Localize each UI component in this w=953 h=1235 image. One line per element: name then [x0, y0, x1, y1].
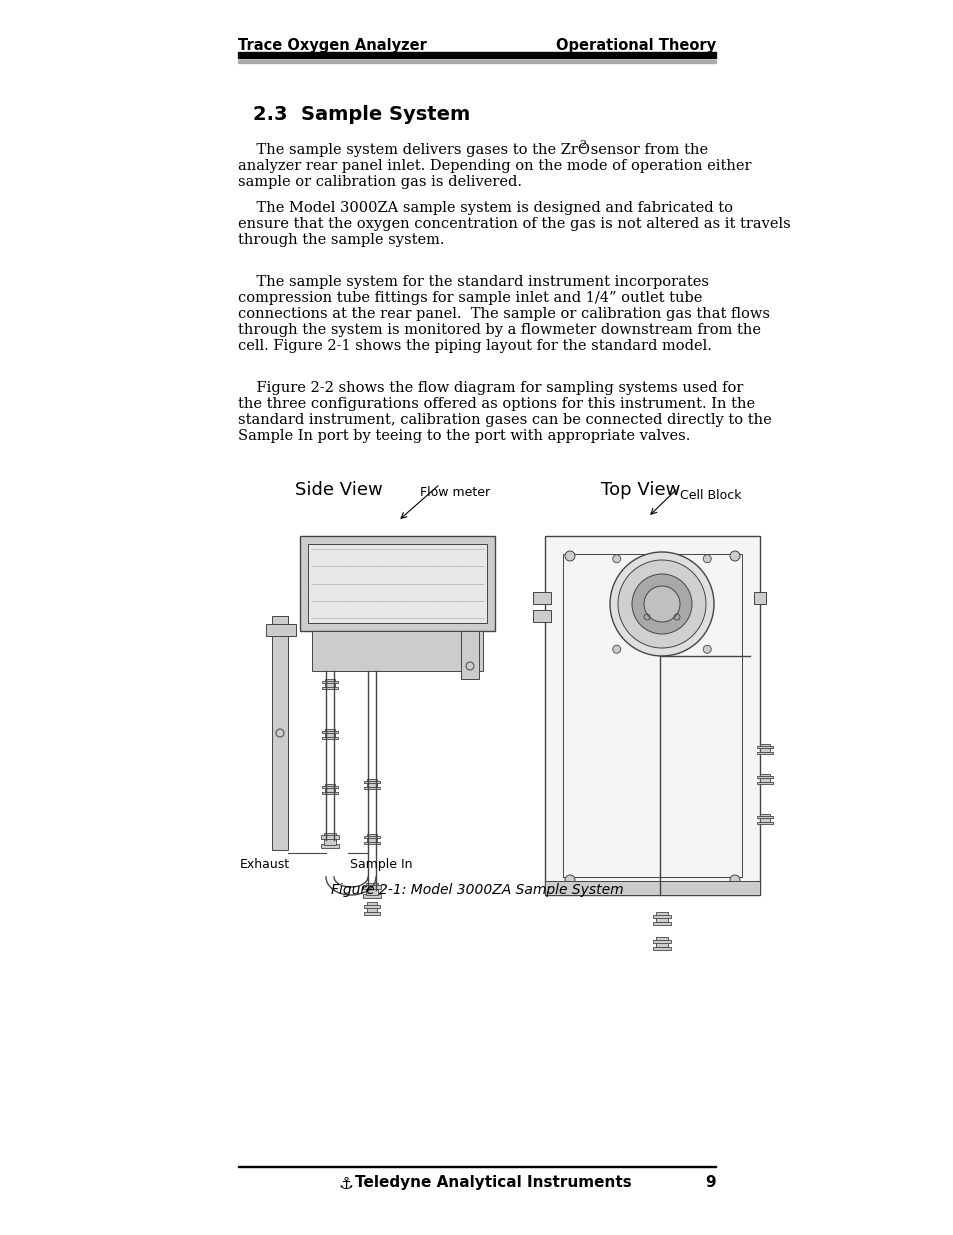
Bar: [237, 61, 716, 63]
Bar: [364, 905, 379, 908]
Text: 2: 2: [578, 140, 585, 149]
Bar: [366, 883, 377, 895]
Bar: [312, 631, 482, 671]
Bar: [757, 752, 772, 755]
Bar: [544, 881, 760, 895]
Circle shape: [729, 551, 740, 561]
Bar: [533, 592, 551, 604]
Bar: [757, 776, 772, 778]
Bar: [544, 536, 760, 895]
Text: Sample In port by teeing to the port with appropriate valves.: Sample In port by teeing to the port wit…: [237, 429, 690, 443]
Text: connections at the rear panel.  The sample or calibration gas that flows: connections at the rear panel. The sampl…: [237, 308, 769, 321]
Text: Exhaust: Exhaust: [240, 858, 290, 871]
Bar: [324, 832, 335, 845]
Bar: [760, 743, 769, 752]
Bar: [272, 616, 288, 850]
Bar: [308, 543, 486, 622]
Text: Figure 2-1: Model 3000ZA Sample System: Figure 2-1: Model 3000ZA Sample System: [331, 883, 622, 897]
Bar: [367, 779, 376, 787]
Bar: [656, 937, 667, 947]
Bar: [364, 781, 379, 783]
Circle shape: [564, 551, 575, 561]
Circle shape: [729, 876, 740, 885]
Bar: [652, 947, 670, 950]
Text: through the system is monitored by a flowmeter downstream from the: through the system is monitored by a flo…: [237, 324, 760, 337]
Circle shape: [702, 555, 711, 563]
Bar: [325, 784, 335, 792]
Bar: [363, 894, 380, 898]
Text: Sample In: Sample In: [350, 858, 412, 871]
Bar: [237, 52, 716, 58]
Circle shape: [631, 574, 691, 634]
Bar: [266, 624, 295, 636]
Text: Cell Block: Cell Block: [679, 489, 740, 501]
Bar: [656, 911, 667, 923]
Text: The sample system delivers gases to the ZrO: The sample system delivers gases to the …: [237, 143, 589, 157]
Bar: [364, 842, 379, 844]
Text: 2.3  Sample System: 2.3 Sample System: [253, 105, 470, 124]
Text: Teledyne Analytical Instruments: Teledyne Analytical Instruments: [355, 1174, 631, 1191]
Bar: [757, 746, 772, 748]
Bar: [320, 844, 338, 848]
Bar: [322, 687, 337, 689]
Text: 9: 9: [704, 1174, 716, 1191]
Circle shape: [564, 876, 575, 885]
Bar: [322, 731, 337, 734]
Bar: [320, 835, 338, 839]
Bar: [757, 816, 772, 818]
Bar: [299, 536, 495, 631]
Bar: [237, 1166, 716, 1167]
Circle shape: [612, 555, 620, 563]
Bar: [322, 785, 337, 788]
Text: cell. Figure 2-1 shows the piping layout for the standard model.: cell. Figure 2-1 shows the piping layout…: [237, 338, 711, 353]
Text: Figure 2-2 shows the flow diagram for sampling systems used for: Figure 2-2 shows the flow diagram for sa…: [237, 382, 742, 395]
Bar: [652, 940, 670, 944]
Bar: [364, 911, 379, 915]
Bar: [322, 680, 337, 683]
Circle shape: [612, 645, 620, 653]
Text: Top View: Top View: [600, 480, 679, 499]
Circle shape: [618, 559, 705, 648]
Text: sample or calibration gas is delivered.: sample or calibration gas is delivered.: [237, 175, 521, 189]
Text: Trace Oxygen Analyzer: Trace Oxygen Analyzer: [237, 38, 426, 53]
Text: ⚓: ⚓: [337, 1174, 353, 1193]
Circle shape: [609, 552, 713, 656]
Text: the three configurations offered as options for this instrument. In the: the three configurations offered as opti…: [237, 396, 755, 411]
Bar: [652, 915, 670, 918]
Text: standard instrument, calibration gases can be connected directly to the: standard instrument, calibration gases c…: [237, 412, 771, 427]
Bar: [363, 885, 380, 889]
Bar: [760, 774, 769, 782]
Circle shape: [643, 585, 679, 622]
Bar: [562, 555, 741, 877]
Bar: [322, 737, 337, 739]
Text: The sample system for the standard instrument incorporates: The sample system for the standard instr…: [237, 275, 708, 289]
Bar: [364, 836, 379, 839]
Text: ensure that the oxygen concentration of the gas is not altered as it travels: ensure that the oxygen concentration of …: [237, 217, 790, 231]
Text: compression tube fittings for sample inlet and 1/4” outlet tube: compression tube fittings for sample inl…: [237, 291, 701, 305]
Bar: [757, 823, 772, 824]
Text: Operational Theory: Operational Theory: [556, 38, 716, 53]
Bar: [367, 902, 376, 911]
Bar: [753, 592, 765, 604]
Bar: [460, 631, 478, 679]
Text: Flow meter: Flow meter: [419, 487, 490, 499]
Circle shape: [702, 645, 711, 653]
Text: analyzer rear panel inlet. Depending on the mode of operation either: analyzer rear panel inlet. Depending on …: [237, 159, 751, 173]
Text: Side View: Side View: [294, 480, 382, 499]
Bar: [757, 782, 772, 784]
Bar: [325, 729, 335, 737]
Bar: [364, 787, 379, 789]
Bar: [760, 814, 769, 823]
Bar: [325, 679, 335, 687]
Text: through the sample system.: through the sample system.: [237, 233, 444, 247]
Bar: [652, 923, 670, 925]
Text: The Model 3000ZA sample system is designed and fabricated to: The Model 3000ZA sample system is design…: [237, 201, 732, 215]
Text: sensor from the: sensor from the: [585, 143, 707, 157]
Bar: [322, 792, 337, 794]
Bar: [367, 834, 376, 842]
Bar: [533, 610, 551, 622]
